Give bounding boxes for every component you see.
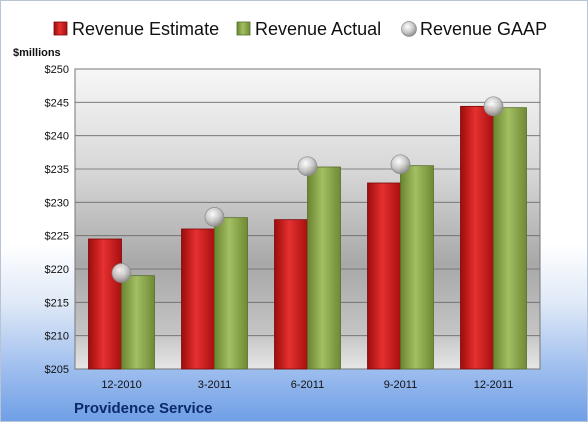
bar-revenue-actual [400,165,434,370]
marker-revenue-gaap [483,96,504,117]
legend-swatch [236,21,251,36]
y-tick-label: $230 [45,197,69,209]
y-tick-label: $215 [45,297,69,309]
y-axis-unit-label: $millions [13,47,61,59]
bar-revenue-estimate [274,219,308,370]
y-tick-label: $240 [45,131,69,143]
gaap-markers [111,96,504,283]
x-tick-label: 6-2011 [291,379,324,391]
bar-revenue-actual [121,275,155,370]
marker-revenue-gaap [390,154,411,175]
marker-revenue-gaap [297,156,318,177]
bar-revenue-actual [214,217,248,370]
company-name: Providence Service [74,400,212,417]
y-tick-label: $235 [45,164,69,176]
x-tick-label: 9-2011 [384,379,417,391]
y-tick-label: $245 [45,97,69,109]
y-tick-label: $205 [45,364,69,376]
legend-swatch [53,21,68,36]
x-tick-label: 3-2011 [198,379,231,391]
bar-revenue-estimate [460,105,494,370]
bar-revenue-actual [307,166,341,370]
legend: Revenue Estimate Revenue Actual Revenue GA… [53,19,547,39]
bars [88,105,527,370]
legend-label: Revenue Actual [255,19,381,39]
marker-revenue-gaap [111,263,132,283]
y-tick-label: $250 [45,64,69,76]
legend-swatch [401,21,417,37]
bar-revenue-estimate [181,228,215,370]
legend-label: Revenue Estimate [72,19,219,39]
x-tick-label: 12-2011 [474,379,514,391]
bar-revenue-actual [493,107,527,370]
bar-revenue-estimate [367,182,401,370]
y-tick-label: $220 [45,264,69,276]
y-tick-label: $210 [45,331,69,343]
bar-revenue-estimate [88,238,122,370]
axis-ticks: $205 $210 $215 $220 $225 $230 $235 $240 $245 $250… [45,64,514,391]
marker-revenue-gaap [204,207,225,227]
y-tick-label: $225 [45,231,69,243]
legend-label: Revenue GAAP [420,19,547,39]
x-tick-label: 12-2010 [101,379,141,391]
